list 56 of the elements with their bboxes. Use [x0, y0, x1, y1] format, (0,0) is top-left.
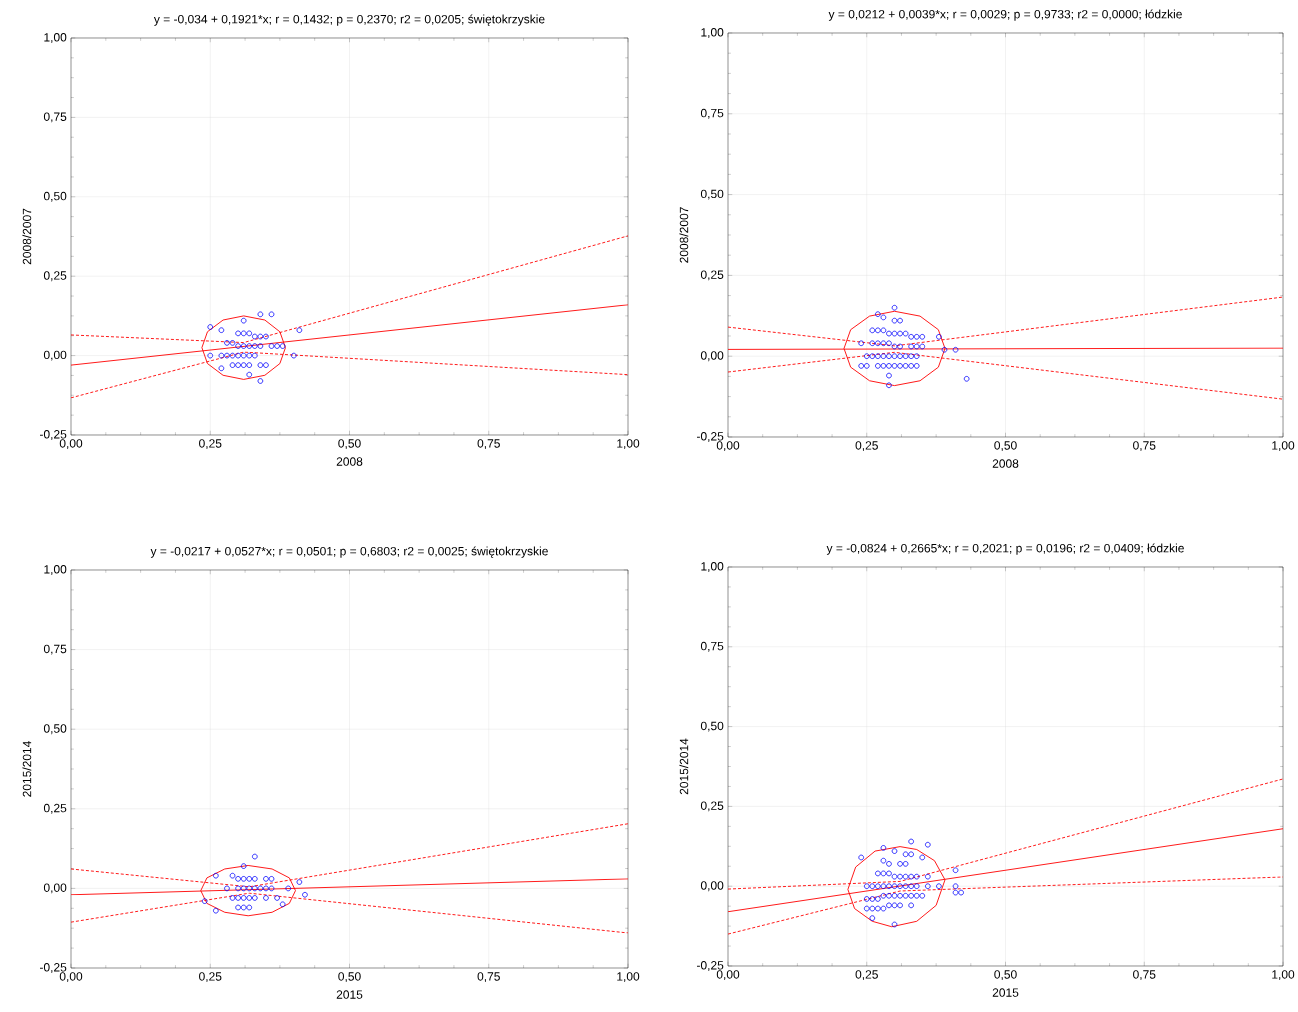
y-tick-label: 1,00 [701, 28, 724, 38]
x-tick-label: 1,00 [1272, 970, 1295, 981]
chart-title: y = 0,0212 + 0,0039*x; r = 0,0029; p = 0,9733; r2 = 0,0000; łódzkie [828, 9, 1182, 21]
x-tick-label: 0,75 [1133, 441, 1156, 452]
y-tick-label: 0,25 [43, 803, 67, 814]
y-tick-label: 0,50 [43, 724, 67, 735]
y-tick-label: 0,00 [700, 351, 724, 362]
x-tick-label: 1,00 [617, 972, 640, 983]
y-axis-title: 2008/2007 [22, 208, 32, 265]
x-axis-title: 2015 [992, 988, 1019, 997]
x-tick-label: 1,00 [617, 439, 640, 450]
y-tick-label: 0,25 [700, 270, 724, 281]
chart-title: y = -0,0217 + 0,0527*x; r = 0,0501; p = 0,6803; r2 = 0,0025; świętokrzyskie [150, 546, 548, 558]
x-tick-label: 0,00 [716, 441, 740, 452]
x-tick-label: 0,50 [338, 439, 361, 450]
x-tick-label: 0,25 [199, 439, 222, 450]
x-axis-title: 2008 [992, 459, 1019, 468]
y-tick-label: 1,00 [44, 33, 67, 43]
y-tick-label: -0,25 [39, 430, 67, 440]
y-tick-label: 0,75 [700, 108, 724, 119]
y-axis-title: 2008/2007 [679, 207, 689, 263]
y-tick-label: 0,75 [43, 112, 67, 123]
x-tick-label: 0,25 [855, 970, 878, 981]
x-axis-title: 2015 [336, 990, 363, 999]
y-tick-label: 0,75 [43, 644, 67, 655]
x-tick-label: 0,00 [716, 970, 740, 981]
y-axis-title: 2015/2014 [22, 741, 32, 797]
x-tick-label: 0,50 [994, 441, 1017, 452]
x-tick-label: 0,00 [59, 972, 83, 983]
chart-title: y = -0,034 + 0,1921*x; r = 0,1432; p = 0,2370; r2 = 0,0205; świętokrzyskie [153, 14, 545, 26]
y-tick-label: -0,25 [39, 963, 67, 973]
y-axis-title: 2015/2014 [679, 738, 689, 795]
y-tick-label: 0,00 [700, 881, 724, 892]
y-tick-label: 0,50 [700, 189, 724, 200]
y-tick-label: 0,25 [43, 271, 67, 282]
y-tick-label: 0,75 [700, 641, 724, 652]
y-tick-label: 0,00 [43, 883, 67, 894]
x-tick-label: 0,75 [477, 439, 500, 450]
y-tick-label: 0,25 [700, 801, 724, 812]
x-tick-label: 0,75 [1133, 970, 1156, 981]
y-tick-label: -0,25 [696, 961, 724, 971]
y-tick-label: -0,25 [696, 432, 724, 442]
x-tick-label: 0,75 [477, 972, 500, 983]
y-tick-label: 0,50 [700, 721, 724, 732]
x-tick-label: 0,50 [994, 970, 1017, 981]
x-tick-label: 1,00 [1272, 441, 1295, 452]
x-tick-label: 0,50 [338, 972, 361, 983]
x-tick-label: 0,00 [59, 439, 83, 450]
y-tick-label: 0,50 [43, 191, 67, 202]
y-tick-label: 0,00 [43, 350, 67, 361]
y-tick-label: 1,00 [44, 565, 67, 575]
y-tick-label: 1,00 [701, 562, 724, 572]
chart-title: y = -0,0824 + 0,2665*x; r = 0,2021; p = 0,0196; r2 = 0,0409; łódzkie [826, 543, 1184, 555]
x-tick-label: 0,25 [199, 972, 222, 983]
x-tick-label: 0,25 [855, 441, 878, 452]
x-axis-title: 2008 [336, 457, 363, 466]
